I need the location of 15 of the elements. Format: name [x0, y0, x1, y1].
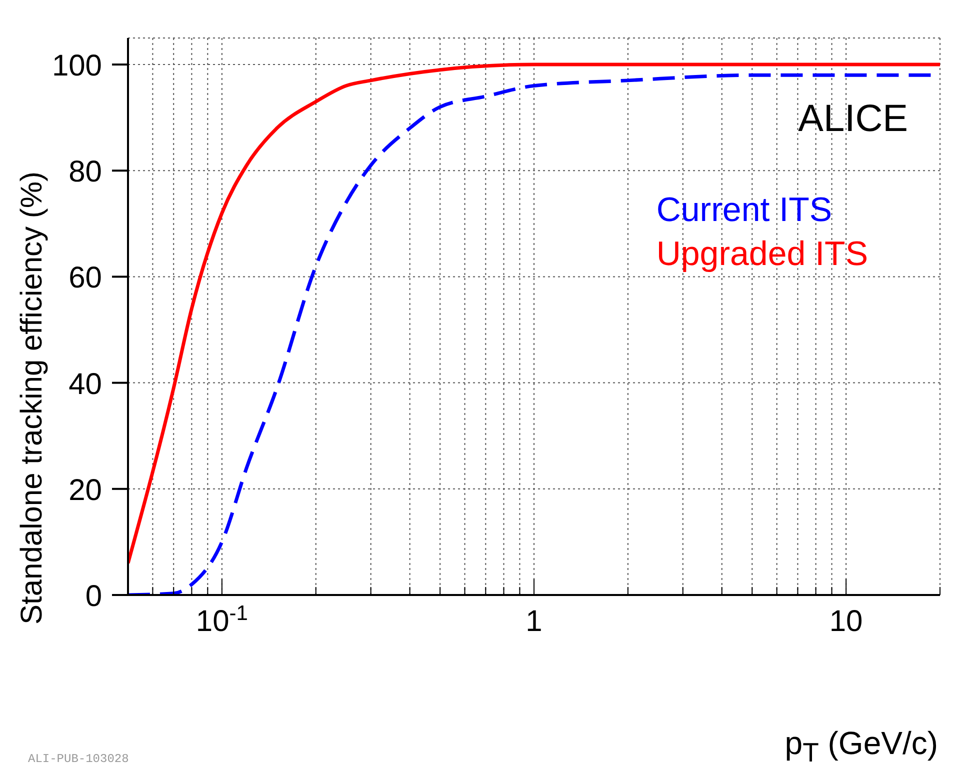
y-tick-label: 40 — [68, 368, 102, 401]
x-tick-label: 10$^{-1}$ — [196, 602, 248, 638]
text: ALI-PUB-103028 — [28, 752, 129, 766]
y-axis-title: Standalone tracking efficiency (%) — [16, 171, 49, 625]
text: Upgraded ITS — [656, 235, 868, 273]
y-tick-label: 80 — [68, 156, 102, 189]
annotation: ALICE — [798, 98, 908, 141]
y-tick-label: 0 — [85, 580, 102, 613]
y-tick-label: 60 — [68, 262, 102, 295]
y-tick-label: 100 — [52, 50, 102, 83]
x-axis-title: p$_{T}$ (GeV/c) — [784, 724, 938, 767]
x-tick-label: 10 — [829, 605, 863, 638]
text: Current ITS — [656, 191, 832, 229]
x-tick-label: 1 — [526, 605, 542, 638]
y-tick-label: 20 — [68, 474, 102, 507]
